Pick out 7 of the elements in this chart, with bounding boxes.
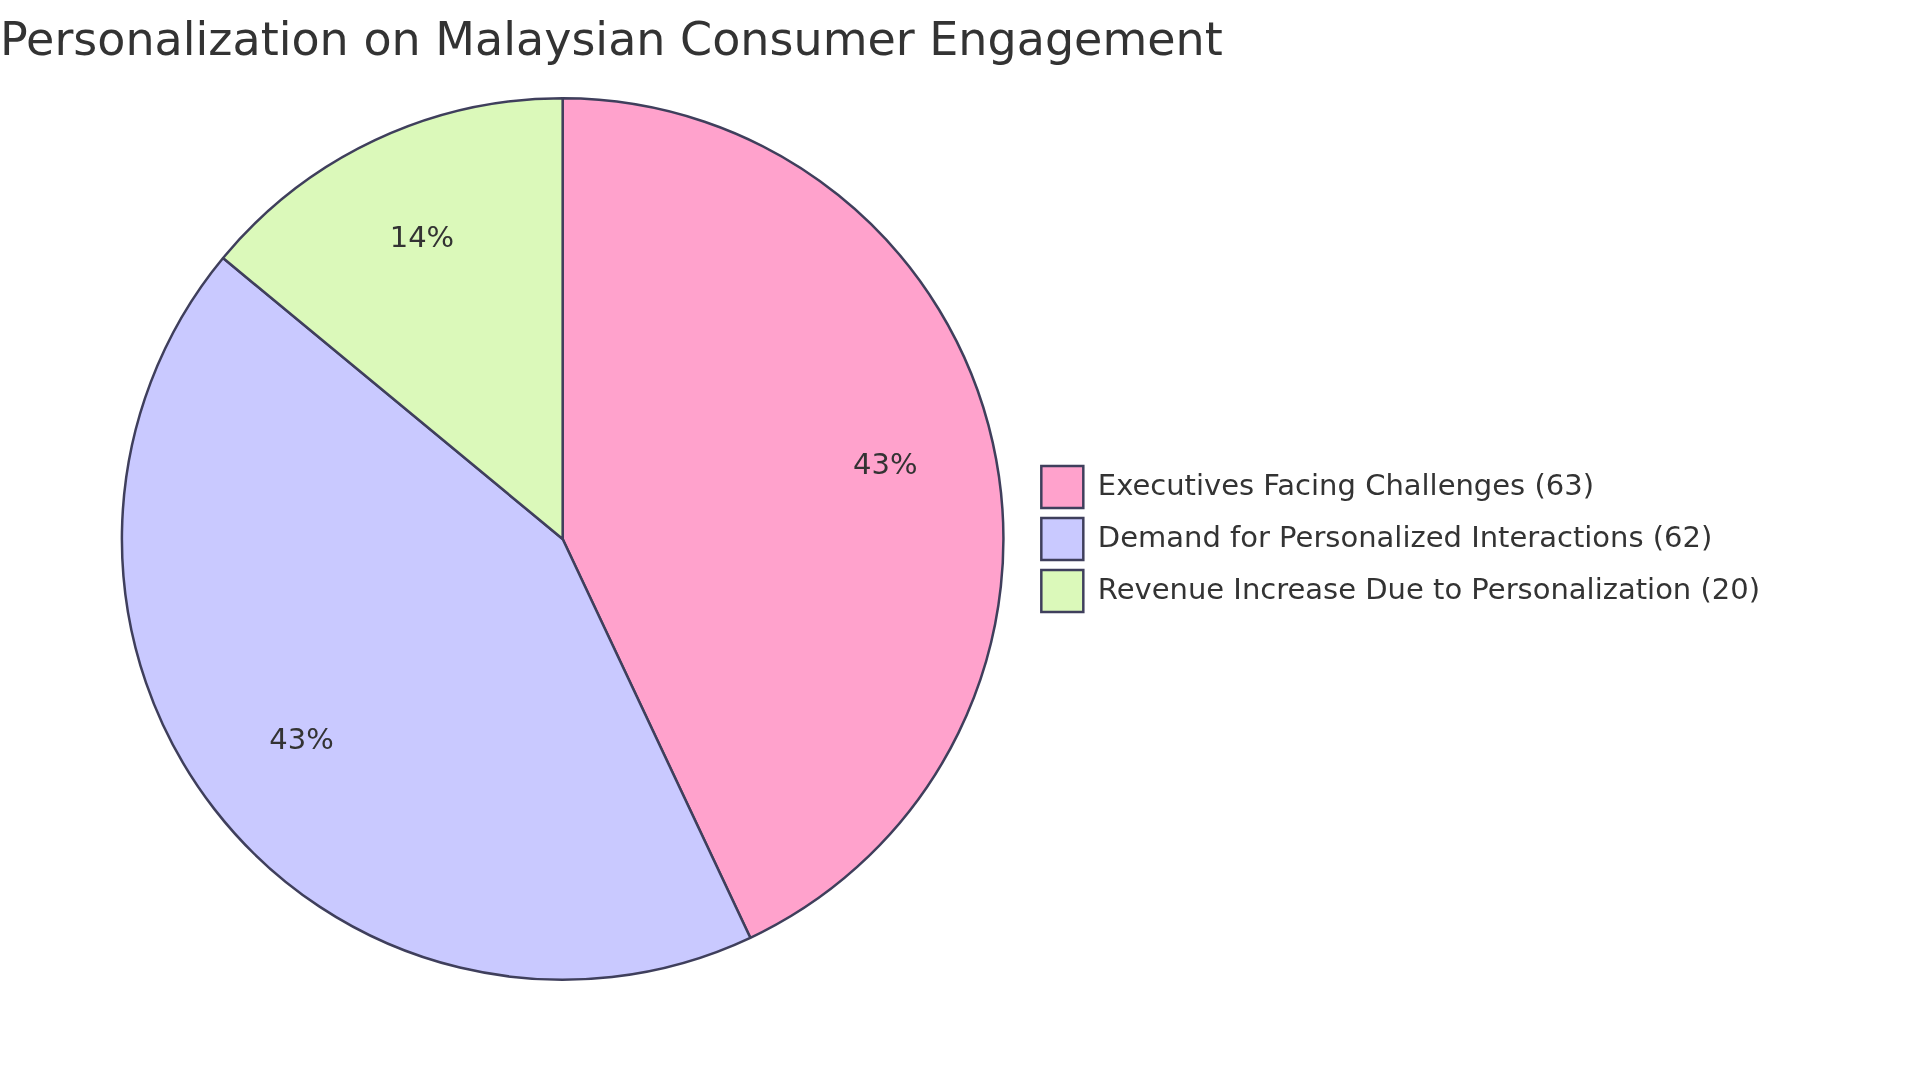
chart-title: Personalization on Malaysian Consumer Engagement (0, 12, 1223, 66)
data-label: 43% (269, 722, 334, 757)
legend-label: Revenue Increase Due to Personalization (20) (1097, 571, 1760, 606)
legend-label: Demand for Personalized Interactions (62) (1097, 519, 1713, 554)
legend-label: Executives Facing Challenges (63) (1097, 467, 1594, 502)
data-label: 43% (853, 447, 918, 482)
data-label: 14% (389, 220, 455, 255)
